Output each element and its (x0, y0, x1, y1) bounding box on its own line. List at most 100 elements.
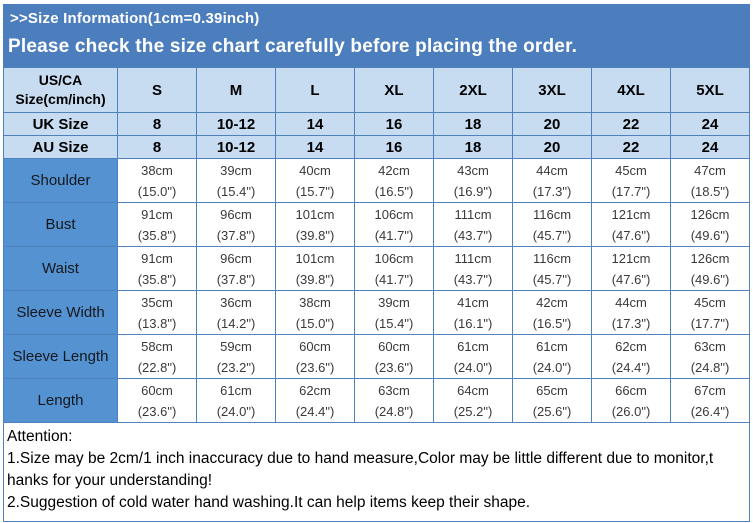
attention-box: Attention: 1.Size may be 2cm/1 inch inac… (3, 423, 750, 522)
value-cell: 96cm (37.8") (196, 202, 276, 247)
value-cell: 111cm (43.7") (433, 246, 513, 291)
value-cell: 60cm (23.6") (354, 334, 434, 379)
value-cell: 42cm (16.5") (512, 290, 592, 335)
value-cell: 41cm (16.1") (433, 290, 513, 335)
value-cell: 126cm (49.6") (670, 246, 750, 291)
value-cell: 91cm (35.8") (117, 202, 197, 247)
table-row: Waist 91cm (35.8") 96cm (37.8") 101cm (39.8… (3, 246, 750, 291)
size-header-cell: 4XL (591, 67, 671, 113)
value-cell: 61cm (24.0") (433, 334, 513, 379)
size-table: US/CA Size(cm/inch) S M L XL 2XL 3XL 4XL 5XL UK S… (3, 67, 750, 423)
value-cell: 106cm (41.7") (354, 202, 434, 247)
value-cell: 39cm (15.4") (196, 158, 276, 203)
attention-line: 1.Size may be 2cm/1 inch inaccuracy due … (7, 450, 714, 467)
value-cell: 116cm (45.7") (512, 202, 592, 247)
value-cell: 38cm (15.0") (275, 290, 355, 335)
table-row: Sleeve Length 58cm (22.8") 59cm (23.2") 60c… (3, 334, 750, 379)
value-cell: 121cm (47.6") (591, 202, 671, 247)
value-cell: 14 (275, 112, 355, 136)
size-header-cell: 5XL (670, 67, 750, 113)
attention-lines: 1.Size may be 2cm/1 inch inaccuracy due … (7, 448, 745, 514)
value-cell: 35cm (13.8") (117, 290, 197, 335)
table-row: Length 60cm (23.6") 61cm (24.0") 62cm (24.4… (3, 378, 750, 423)
row-label-cell: Waist (3, 246, 118, 291)
value-cell: 40cm (15.7") (275, 158, 355, 203)
value-cell: 45cm (17.7") (670, 290, 750, 335)
value-cell: 8 (117, 112, 197, 136)
value-cell: 61cm (24.0") (196, 378, 276, 423)
value-cell: 10-12 (196, 112, 276, 136)
value-cell: 60cm (23.6") (275, 334, 355, 379)
row-label-cell: Bust (3, 202, 118, 247)
size-header-cell: L (275, 67, 355, 113)
value-cell: 39cm (15.4") (354, 290, 434, 335)
value-cell: 18 (433, 112, 513, 136)
value-cell: 58cm (22.8") (117, 334, 197, 379)
size-information-title: >>Size Information(1cm=0.39inch) (10, 10, 260, 27)
row-label-cell: Sleeve Length (3, 334, 118, 379)
value-cell: 43cm (16.9") (433, 158, 513, 203)
value-cell: 91cm (35.8") (117, 246, 197, 291)
value-cell: 96cm (37.8") (196, 246, 276, 291)
value-cell: 47cm (18.5") (670, 158, 750, 203)
value-cell: 10-12 (196, 135, 276, 159)
value-cell: 62cm (24.4") (591, 334, 671, 379)
value-cell: 116cm (45.7") (512, 246, 592, 291)
row-label-cell: Length (3, 378, 118, 423)
header-row: US/CA Size(cm/inch) S M L XL 2XL 3XL 4XL 5XL (3, 67, 750, 113)
value-cell: 101cm (39.8") (275, 202, 355, 247)
size-information-panel: >>Size Information(1cm=0.39inch) Please … (3, 4, 750, 522)
value-cell: 44cm (17.3") (512, 158, 592, 203)
value-cell: 22 (591, 135, 671, 159)
size-chart-warning: Please check the size chart carefully be… (8, 36, 578, 57)
value-cell: 67cm (26.4") (670, 378, 750, 423)
value-cell: 20 (512, 135, 592, 159)
value-cell: 66cm (26.0") (591, 378, 671, 423)
value-cell: 59cm (23.2") (196, 334, 276, 379)
row-label-cell: AU Size (3, 135, 118, 159)
value-cell: 45cm (17.7") (591, 158, 671, 203)
value-cell: 126cm (49.6") (670, 202, 750, 247)
row-label-cell: Sleeve Width (3, 290, 118, 335)
value-cell: 106cm (41.7") (354, 246, 434, 291)
value-cell: 64cm (25.2") (433, 378, 513, 423)
value-cell: 42cm (16.5") (354, 158, 434, 203)
value-cell: 16 (354, 135, 434, 159)
value-cell: 63cm (24.8") (670, 334, 750, 379)
attention-line: 2.Suggestion of cold water hand washing.… (7, 494, 531, 511)
corner-header-cell: US/CA Size(cm/inch) (3, 67, 118, 113)
value-cell: 121cm (47.6") (591, 246, 671, 291)
value-cell: 65cm (25.6") (512, 378, 592, 423)
size-header-cell: 2XL (433, 67, 513, 113)
value-cell: 36cm (14.2") (196, 290, 276, 335)
size-header-cell: 3XL (512, 67, 592, 113)
row-label-cell: UK Size (3, 112, 118, 136)
value-cell: 24 (670, 135, 750, 159)
table-row: Bust 91cm (35.8") 96cm (37.8") 101cm (39.8"… (3, 202, 750, 247)
value-cell: 14 (275, 135, 355, 159)
table-row: AU Size 8 10-12 14 16 18 20 22 24 (3, 135, 750, 159)
value-cell: 24 (670, 112, 750, 136)
value-cell: 22 (591, 112, 671, 136)
table-row: Sleeve Width 35cm (13.8") 36cm (14.2") 38cm… (3, 290, 750, 335)
table-row: Shoulder 38cm (15.0") 39cm (15.4") 40cm (15… (3, 158, 750, 203)
table-row: UK Size 8 10-12 14 16 18 20 22 24 (3, 112, 750, 136)
value-cell: 63cm (24.8") (354, 378, 434, 423)
attention-title: Attention: (7, 428, 73, 445)
size-header-cell: XL (354, 67, 434, 113)
value-cell: 18 (433, 135, 513, 159)
value-cell: 61cm (24.0") (512, 334, 592, 379)
size-header-cell: S (117, 67, 197, 113)
value-cell: 16 (354, 112, 434, 136)
header-banner: >>Size Information(1cm=0.39inch) Please … (3, 4, 750, 67)
value-cell: 62cm (24.4") (275, 378, 355, 423)
value-cell: 101cm (39.8") (275, 246, 355, 291)
row-label-cell: Shoulder (3, 158, 118, 203)
value-cell: 38cm (15.0") (117, 158, 197, 203)
value-cell: 44cm (17.3") (591, 290, 671, 335)
value-cell: 60cm (23.6") (117, 378, 197, 423)
size-header-cell: M (196, 67, 276, 113)
value-cell: 8 (117, 135, 197, 159)
value-cell: 20 (512, 112, 592, 136)
attention-line: hanks for your understanding! (7, 472, 213, 489)
